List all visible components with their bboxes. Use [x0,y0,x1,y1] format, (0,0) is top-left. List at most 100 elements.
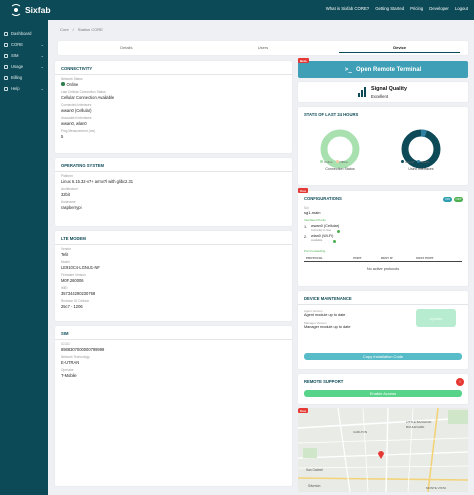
nav-getting-started[interactable]: Getting Started [375,6,405,11]
remote-support-title: REMOTE SUPPORT [304,379,344,384]
port-table: PROTOCOL PORT DEST IP DEST PORT No activ… [304,255,462,271]
beta-badge: Beta [298,188,309,193]
breadcrumb-separator: / [72,27,74,32]
update-button[interactable]: Update [416,309,456,327]
interface-index: 1. [304,225,308,229]
sidebar-item-help[interactable]: Help ⌄ [0,83,48,94]
sim-title: SIM [61,331,69,336]
config-toggle-on[interactable]: ON [443,197,452,202]
copy-installation-code-button[interactable]: Copy Installation Code [304,353,462,360]
open-remote-terminal-button[interactable]: Beta >_ Open Remote Terminal [298,58,468,78]
divider [55,74,292,75]
operating-system-card: OPERATING SYSTEM Platform Linux 6.15.32-… [55,158,292,226]
status-dot-icon [337,230,340,233]
sixfab-logo-icon [10,4,22,16]
port-col-dest-port: DEST PORT [414,255,462,262]
terminal-icon: >_ [344,66,352,73]
interface-priority-label: Interface Priority [304,218,326,222]
beta-badge: Beta [298,58,309,63]
interface-status: Currently in Use [311,228,332,232]
breadcrumb-current: Station CORE [77,27,103,32]
architecture-label: Architecture [61,187,79,191]
alert-icon[interactable]: ! [456,378,464,386]
stats-donuts [320,129,441,169]
tab-details[interactable]: Details [120,45,133,50]
connected-interfaces-value: wwan0 (Cellular) [61,107,92,113]
stats-title: STATS OF LAST 24 HOURS [304,112,359,117]
sim-card: SIM ICCID 8988307000000799999 Network Te… [55,326,292,486]
config-toggle-off[interactable]: OFF [454,197,463,202]
legend-online: Online [320,160,333,164]
sidebar-item-label: Billing [11,75,23,80]
configurations-card: Beta CONFIGURATIONS ON OFF Sol sg1-main … [298,188,468,286]
port-forwarding-label: Port Forwarding [304,249,326,253]
operator-value: T-Mobile [61,372,77,378]
sidebar-item-usage[interactable]: Usage ⌄ [0,61,48,72]
map-label: LITTLE BANGKOK [406,420,432,424]
top-nav: What is Sixfab CORE? Getting Started Pri… [326,6,468,11]
beta-badge: Beta [298,408,309,413]
sidebar-item-label: Usage [11,64,24,69]
remote-support-card: REMOTE SUPPORT ! Enable Access [298,374,468,404]
sidebar-item-dashboard[interactable]: Dashboard [0,28,48,39]
signal-bars-icon [358,86,368,97]
usage-icon [4,64,8,69]
architecture-value: 32bit [61,191,70,197]
sidebar-item-billing[interactable]: Billing [0,72,48,83]
signal-quality-title: Signal Quality [371,86,407,92]
firmware-label: Firmware Version [61,273,86,277]
brand-logo[interactable]: Sixfab [10,4,51,16]
platform-value: Linux 6.15.32-v7+ armv7l with glibc2.31 [61,178,134,184]
status-dot-icon [333,240,336,243]
nav-pricing[interactable]: Pricing [410,6,424,11]
os-title: OPERATING SYSTEM [61,163,104,168]
tab-users[interactable]: Users [257,45,269,50]
location-map[interactable]: Beta CARLTON LITTLE BANGKOK BOULEVARD Sa… [298,408,468,492]
sidebar-item-label: SIM [11,53,19,58]
chevron-down-icon: ⌄ [40,64,44,69]
ping-value: 5 [61,133,64,139]
empty-protocols-text: No active protocols [366,267,400,271]
interface-name: wwan0 (Cellular) [311,224,340,228]
network-status-label: Network Status [61,77,83,81]
breadcrumb: Core / Station CORE [60,27,103,32]
online-status-icon [61,82,65,86]
sidebar-item-sim[interactable]: SIM ⌄ [0,50,48,61]
imei-label: IMEI [61,286,68,290]
interface-item[interactable]: wlan0 (Wi-Fi) Available [311,234,333,242]
connectivity-title: CONNECTIVITY [61,66,93,71]
chevron-down-icon: ⌄ [40,53,44,58]
port-col-protocol: PROTOCOL [304,255,352,262]
map-label: BOULEVARD [406,425,425,429]
connection-status-donut [320,129,360,169]
sidebar-item-core[interactable]: CORE ⌄ [0,39,48,50]
interface-status: Available [311,238,323,242]
connected-interfaces-label: Connected Interfaces [61,103,92,107]
nav-logout[interactable]: Logout [454,6,468,11]
interface-item[interactable]: wwan0 (Cellular) Currently in Use [311,224,339,232]
associated-interfaces-value: wwan0, wlan0 [61,120,87,126]
tab-device[interactable]: Device [331,41,468,55]
device-maintenance-card: DEVICE MAINTENANCE Agent Version Agent m… [298,291,468,369]
lte-modem-card: LTE MODEM Vendor Telit Model LE910C4-LGN… [55,231,292,321]
nav-what-is-core[interactable]: What is Sixfab CORE? [325,6,370,11]
enable-access-button[interactable]: Enable Access [304,390,462,397]
top-bar: Sixfab What is Sixfab CORE? Getting Star… [0,0,474,20]
nav-developer[interactable]: Developer [429,6,449,11]
hostname-label: Hostname [61,200,76,204]
connection-status-caption: Connection Status [325,167,355,171]
legend-wlan0: wlan0 [417,160,429,164]
sidebar-item-label: CORE [11,42,24,47]
sim-icon [4,53,8,58]
help-icon [4,86,8,91]
network-status-value: Online [66,81,79,87]
location-pin-icon[interactable] [378,446,384,459]
associated-interfaces-label: Associated Interfaces [61,116,92,120]
cellular-status-value: Cellular Connection Available [61,94,115,100]
vendor-value: Telit [61,251,69,257]
iccid-label: ICCID [61,342,70,346]
signal-quality-value: Excellent [371,94,388,99]
terminal-button-label: Open Remote Terminal [355,66,422,73]
agent-version-value: Agent module up to date [304,313,346,317]
breadcrumb-core[interactable]: Core [60,27,69,32]
